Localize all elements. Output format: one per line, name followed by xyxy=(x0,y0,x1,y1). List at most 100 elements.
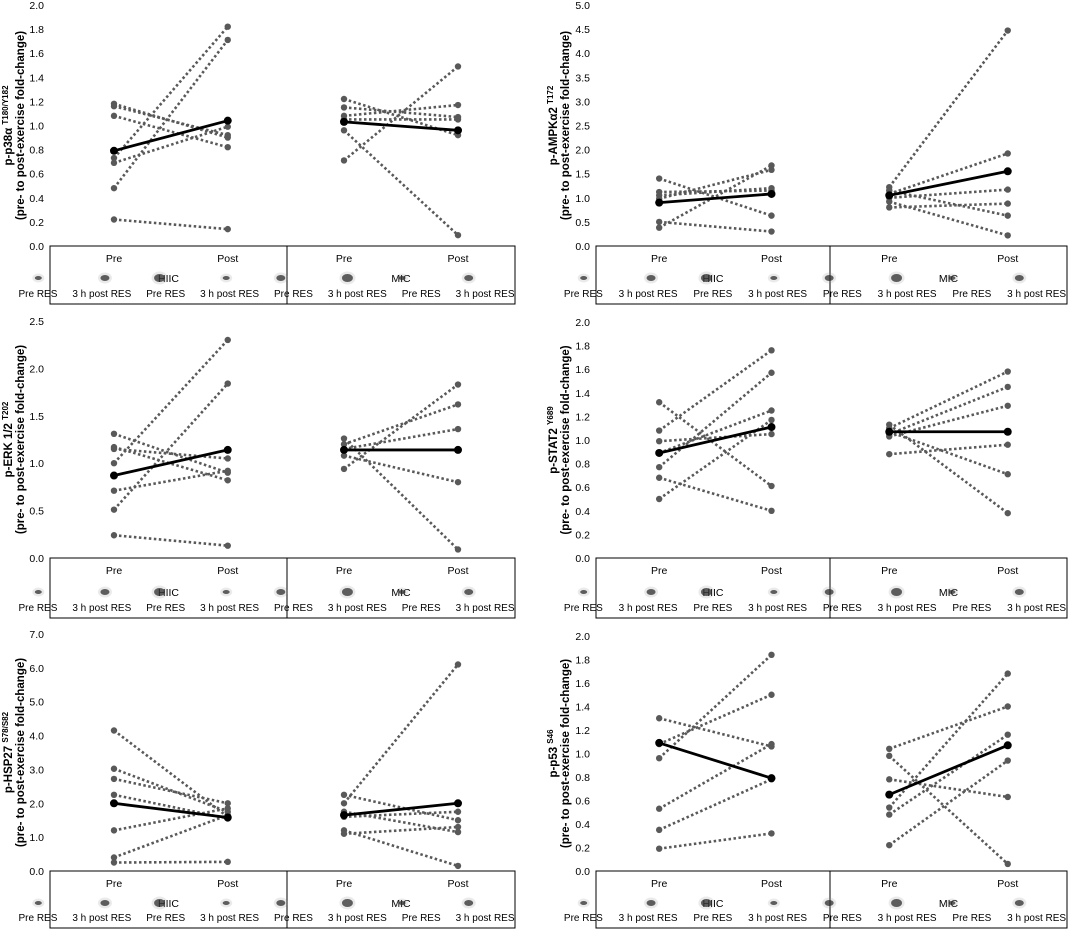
y-tick-label: 1.6 xyxy=(575,364,590,376)
blot-label: 3 h post RES xyxy=(619,603,678,614)
individual-line xyxy=(343,383,459,470)
blot-box xyxy=(49,245,516,305)
individual-point-post xyxy=(1004,757,1011,764)
individual-point-post xyxy=(224,805,231,812)
individual-point-pre xyxy=(886,204,893,211)
mean-point-pre xyxy=(340,811,348,820)
blot-band xyxy=(824,275,834,281)
blot-label: Pre RES xyxy=(274,603,313,614)
individual-point-pre xyxy=(886,450,893,458)
blot-label: Pre RES xyxy=(18,913,57,924)
blot-label: Pre RES xyxy=(146,289,185,300)
individual-point-post xyxy=(454,478,462,486)
blot-label: 3 h post RES xyxy=(1007,913,1066,924)
individual-line xyxy=(343,454,459,484)
y-tick-label: 1.0 xyxy=(575,193,590,205)
blot-label: Pre RES xyxy=(18,289,57,300)
individual-point-post xyxy=(224,380,231,387)
individual-line xyxy=(888,430,1009,476)
individual-point-pre xyxy=(655,463,663,471)
y-tick-label: 0.5 xyxy=(575,217,590,229)
individual-line xyxy=(888,733,1009,816)
individual-point-post xyxy=(454,425,462,433)
individual-point-pre xyxy=(655,826,663,834)
individual-point-pre xyxy=(655,755,663,762)
individual-line xyxy=(113,860,228,864)
individual-point-post xyxy=(1004,471,1011,478)
blot-band-halo xyxy=(396,273,409,283)
y-axis-label: p-HSP27 S78/S82 xyxy=(1,711,15,793)
x-label-post: Post xyxy=(447,878,468,890)
blot-band xyxy=(341,899,353,907)
y-axis-label-main: p-HSP27 xyxy=(3,743,15,794)
y-tick-label: 0.5 xyxy=(29,506,44,518)
individual-line xyxy=(113,125,229,165)
individual-point-post xyxy=(768,162,775,169)
individual-point-pre xyxy=(655,495,663,503)
individual-line xyxy=(113,469,228,492)
blot-label: Pre RES xyxy=(693,603,732,614)
y-tick-label: 1.8 xyxy=(575,341,590,353)
individual-line xyxy=(343,793,459,822)
blot-band-halo xyxy=(151,585,168,599)
blot-band xyxy=(100,900,110,906)
individual-line xyxy=(343,437,459,551)
panel-2: 0.0 0.5 1.0 1.5 2.0 2.5 3.0 3.5 4.0 4.5 5.0 p-AMPKα… xyxy=(546,0,1068,305)
individual-point-pre xyxy=(110,487,118,494)
blot-band-halo xyxy=(151,271,168,285)
x-label-pre: Pre xyxy=(336,878,353,890)
blot-band xyxy=(580,901,588,905)
individual-point-post xyxy=(1004,383,1011,391)
y-axis-sublabel: (pre- to post-exercise fold-change) xyxy=(560,345,572,534)
individual-point-pre xyxy=(110,791,118,799)
individual-point-post xyxy=(224,477,231,484)
individual-point-post xyxy=(454,116,462,123)
individual-point-pre xyxy=(340,435,348,442)
mean-point-post xyxy=(767,189,776,198)
mean-line xyxy=(113,119,229,153)
individual-point-post xyxy=(224,336,231,344)
blot-band xyxy=(464,900,474,906)
blot-band-halo xyxy=(461,272,476,284)
y-tick-label: 2.5 xyxy=(575,121,590,133)
mean-point-pre xyxy=(340,117,348,126)
blot-band-halo xyxy=(220,273,233,283)
individual-point-pre xyxy=(655,218,663,226)
individual-point-post xyxy=(224,23,231,30)
y-tick-label: 0.0 xyxy=(29,866,44,878)
y-tick-label: 0.6 xyxy=(575,482,590,494)
blot-band xyxy=(700,274,712,282)
mean-point-pre xyxy=(885,790,894,799)
blot-band-halo xyxy=(767,273,780,283)
blot-label: Pre RES xyxy=(18,603,57,614)
individual-point-post xyxy=(1004,703,1011,710)
y-tick-label: 1.0 xyxy=(29,458,44,470)
y-axis-label-main: p-AMPKα2 xyxy=(548,104,560,165)
blot-label: Pre RES xyxy=(952,289,991,300)
individual-point-pre xyxy=(340,830,348,837)
blot-band-halo xyxy=(273,272,288,284)
y-axis-label-main: p-p53 xyxy=(548,744,560,778)
blot-label: 3 h post RES xyxy=(72,913,131,924)
blot-band-halo xyxy=(97,586,112,598)
blot-band xyxy=(646,275,656,281)
y-tick-label: 1.0 xyxy=(29,832,44,844)
panel-4: 0.0 0.2 0.4 0.6 0.8 1.0 1.2 1.4 1.6 1.8 2.0 p-STAT2… xyxy=(546,317,1068,619)
blot-label: 3 h post RES xyxy=(72,603,131,614)
individual-line xyxy=(343,129,459,237)
blot-label: 3 h post RES xyxy=(200,603,259,614)
individual-point-pre xyxy=(886,198,893,205)
blot-band-halo xyxy=(822,586,837,598)
blot-band xyxy=(398,590,406,594)
x-label-pre: Pre xyxy=(336,565,353,577)
y-tick-label: 0.6 xyxy=(29,169,44,181)
blot-label: 3 h post RES xyxy=(748,289,807,300)
individual-point-pre xyxy=(655,805,663,812)
blot-band-halo xyxy=(339,585,356,599)
y-axis-label-superscript: T202 xyxy=(1,401,10,420)
individual-point-pre xyxy=(655,427,663,434)
individual-point-pre xyxy=(340,95,348,103)
y-tick-label: 0.0 xyxy=(29,553,44,565)
individual-point-pre xyxy=(110,854,118,861)
